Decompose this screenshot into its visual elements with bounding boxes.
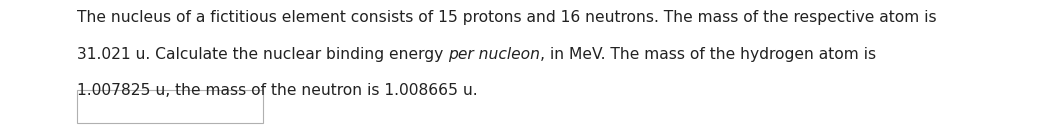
Text: 1.007825 u, the mass of the neutron is 1.008665 u.: 1.007825 u, the mass of the neutron is 1… xyxy=(77,83,478,98)
Text: 31.021 u. Calculate the nuclear binding energy: 31.021 u. Calculate the nuclear binding … xyxy=(77,47,448,62)
Text: The nucleus of a fictitious element consists of 15 protons and 16 neutrons. The : The nucleus of a fictitious element cons… xyxy=(77,10,936,25)
Text: , in MeV. The mass of the hydrogen atom is: , in MeV. The mass of the hydrogen atom … xyxy=(539,47,876,62)
Text: per nucleon: per nucleon xyxy=(448,47,539,62)
